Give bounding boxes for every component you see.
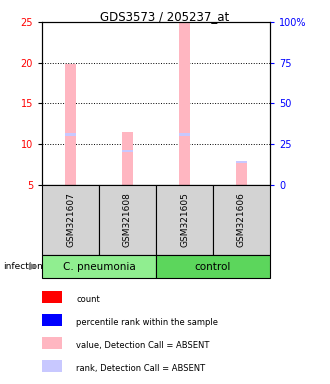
Text: GDS3573 / 205237_at: GDS3573 / 205237_at [100, 10, 230, 23]
Bar [65, 65, 76, 185]
Bar [122, 149, 133, 152]
Text: GSM321605: GSM321605 [180, 192, 189, 247]
Text: C. pneumonia: C. pneumonia [63, 262, 135, 271]
Bar [236, 161, 247, 164]
Text: value, Detection Call = ABSENT: value, Detection Call = ABSENT [76, 341, 210, 350]
Bar [42, 314, 62, 326]
Bar [122, 132, 133, 185]
Bar [42, 337, 62, 349]
Bar [42, 291, 62, 303]
Text: GSM321607: GSM321607 [66, 192, 75, 247]
Text: rank, Detection Call = ABSENT: rank, Detection Call = ABSENT [76, 364, 205, 373]
Text: control: control [195, 262, 231, 271]
Text: count: count [76, 295, 100, 304]
Text: GSM321606: GSM321606 [237, 192, 246, 247]
Bar [180, 133, 190, 136]
Text: infection: infection [3, 262, 43, 271]
Bar [42, 360, 62, 372]
Bar [180, 22, 190, 185]
Bar [65, 133, 76, 136]
Text: GSM321608: GSM321608 [123, 192, 132, 247]
Bar [236, 162, 247, 185]
Text: percentile rank within the sample: percentile rank within the sample [76, 318, 218, 327]
